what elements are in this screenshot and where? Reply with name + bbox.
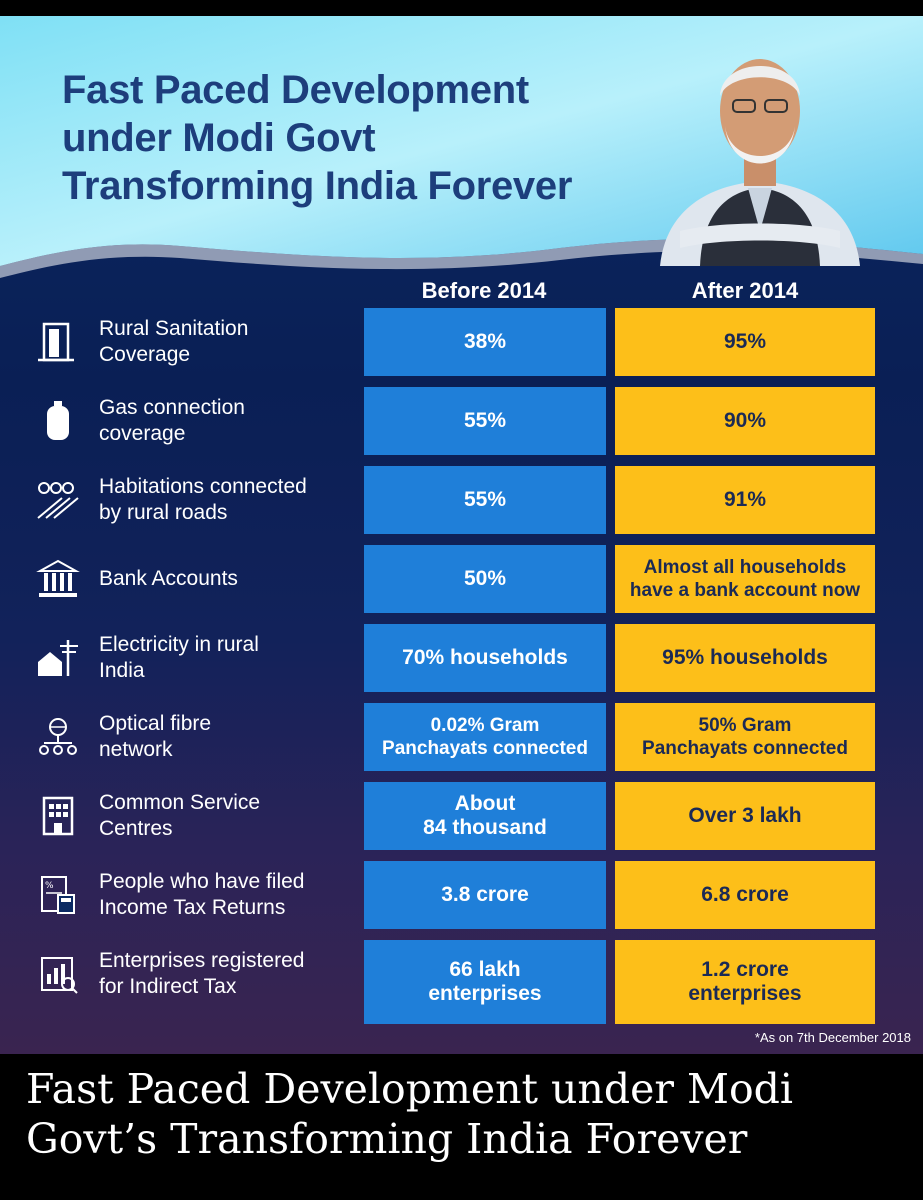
table-row: Optical fibre network 0.02% Gram Panchayat…	[0, 703, 923, 771]
after-value: 50% Gram Panchayats connected	[615, 703, 875, 771]
after-value: 6.8 crore	[615, 861, 875, 929]
before-value: About 84 thousand	[364, 782, 606, 850]
after-value: 1.2 crore enterprises	[615, 940, 875, 1024]
before-value: 70% households	[364, 624, 606, 692]
tax-chart-icon	[41, 957, 78, 994]
row-label: Common Service Centres	[99, 791, 261, 840]
table-row: Habitations connected by rural roads 55% …	[0, 466, 923, 534]
after-value: Over 3 lakh	[615, 782, 875, 850]
row-label: Bank Accounts	[99, 567, 238, 590]
before-value: 50%	[364, 545, 606, 613]
before-value: 55%	[364, 466, 606, 534]
table-row: Electricity in rural India 70% households…	[0, 624, 923, 692]
after-value: Almost all households have a bank account…	[615, 545, 875, 613]
after-value: 95% households	[615, 624, 875, 692]
bank-icon	[36, 559, 80, 597]
headline-line-2: under Modi Govt	[62, 116, 376, 160]
row-label: Gas connection coverage	[99, 396, 245, 445]
rural-road-icon	[37, 482, 79, 519]
row-label: Electricity in rural India	[99, 633, 259, 682]
before-value: 66 lakh enterprises	[364, 940, 606, 1024]
row-label: Optical fibre network	[99, 712, 212, 761]
table-row: Common Service Centres About 84 thousand O…	[0, 782, 923, 850]
leader-portrait	[660, 59, 860, 266]
after-value: 95%	[615, 308, 875, 376]
row-label: People who have filed Income Tax Returns	[99, 870, 305, 919]
electric-house-icon	[38, 640, 78, 676]
headline-line-3: Transforming India Forever	[62, 164, 573, 208]
table-row: Enterprises registered for Indirect Tax 6…	[0, 940, 923, 1024]
before-value: 3.8 crore	[364, 861, 606, 929]
before-value: 38%	[364, 308, 606, 376]
before-value: 0.02% Gram Panchayats connected	[364, 703, 606, 771]
tax-document-icon: %	[41, 876, 75, 914]
table-row: Gas connection coverage 55% 90%	[0, 387, 923, 455]
row-label: Enterprises registered for Indirect Tax	[99, 949, 305, 998]
row-label: Rural Sanitation Coverage	[99, 317, 249, 366]
building-icon	[42, 796, 74, 836]
network-globe-icon	[39, 718, 77, 755]
column-header-before: Before 2014	[421, 278, 547, 303]
table-row: Rural Sanitation Coverage 38% 95%	[0, 308, 923, 376]
after-value: 91%	[615, 466, 875, 534]
after-value: 90%	[615, 387, 875, 455]
infographic-poster: Fast Paced Development under Modi Govt T…	[0, 16, 923, 1054]
row-label: Habitations connected by rural roads	[99, 475, 307, 524]
gas-cylinder-icon	[47, 401, 69, 440]
svg-text:%: %	[45, 881, 54, 891]
headline-line-1: Fast Paced Development	[62, 68, 529, 112]
table-row: % People who have filed Income Tax Return…	[0, 861, 923, 929]
before-value: 55%	[364, 387, 606, 455]
toilet-door-icon	[38, 322, 74, 362]
footnote: *As on 7th December 2018	[754, 1030, 911, 1045]
table-row: Bank Accounts 50% Almost all households h…	[0, 545, 923, 613]
poster-headline: Fast Paced Development under Modi Govt T…	[62, 66, 662, 210]
image-caption: Fast Paced Development under Modi Govt’s…	[26, 1065, 793, 1163]
column-header-after: After 2014	[691, 278, 799, 303]
